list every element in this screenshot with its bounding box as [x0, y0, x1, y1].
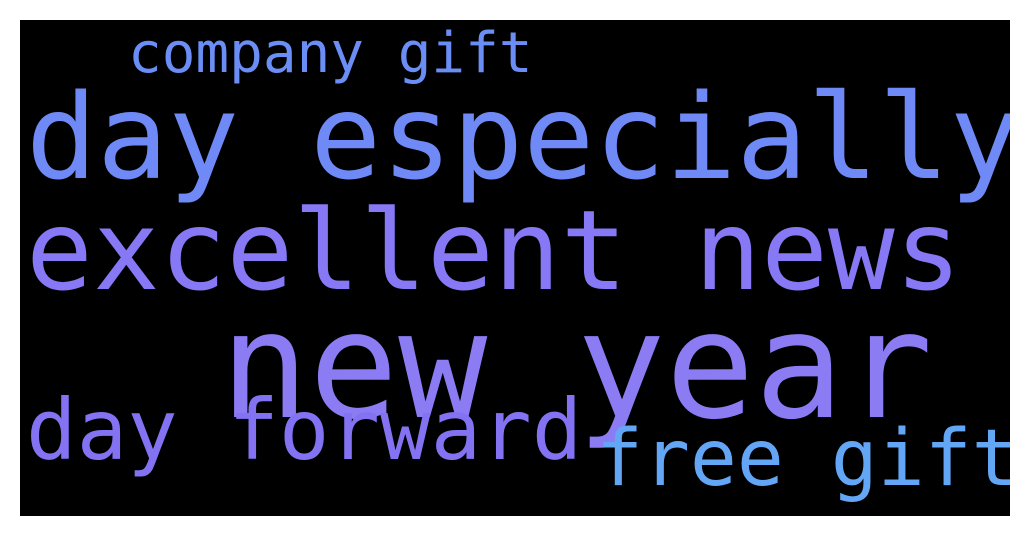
word-excellent-news: excellent news — [26, 187, 962, 316]
word-company-gift: company gift — [128, 21, 533, 86]
word-free-gift: free gift — [596, 414, 1010, 504]
word-day-especially: day especially — [26, 68, 1010, 206]
word-day-forward: day forward — [26, 381, 583, 479]
word-cloud-canvas: company gift day especially excellent ne… — [20, 20, 1010, 516]
word-new-year: new year — [220, 280, 933, 452]
